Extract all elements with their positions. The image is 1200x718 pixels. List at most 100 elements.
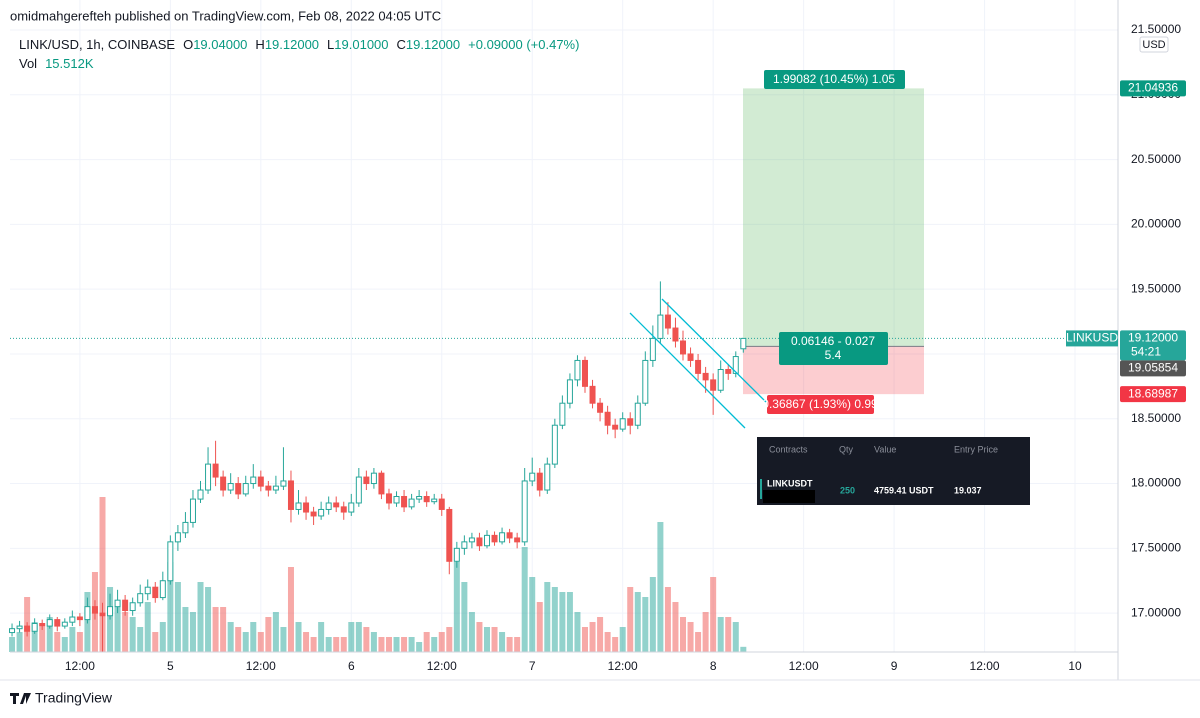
legend-label: C (397, 37, 406, 52)
table-cell: 19.037 (954, 485, 982, 495)
volume-bar (265, 617, 272, 652)
price-tag-box (1120, 386, 1186, 403)
volume-bar (597, 617, 604, 652)
candle-body (295, 502, 302, 510)
candle-body (212, 463, 219, 478)
candle-body (174, 532, 181, 543)
volume-bar (16, 632, 23, 652)
x-tick-label: 12:00 (246, 659, 276, 673)
volume-legend: Vol 15.512K (19, 56, 94, 71)
price-tag: 19.12000 (1128, 331, 1178, 345)
candle-body (393, 496, 400, 504)
volume-bar (167, 562, 174, 652)
table-header: Value (874, 444, 896, 454)
volume-bar (589, 622, 596, 652)
candle-body (318, 508, 325, 517)
candle-body (664, 314, 671, 329)
legend-label: O (183, 37, 193, 52)
volume-bar (189, 612, 196, 652)
price-tag-box (1120, 330, 1186, 361)
volume-bar (99, 497, 106, 652)
candle-body (483, 534, 490, 547)
legend-value: 19.04000 (193, 37, 247, 52)
candle-body (348, 502, 355, 513)
volume-bar (702, 612, 709, 652)
volume-bar (31, 622, 38, 652)
price-tag: 21.04936 (1128, 81, 1178, 95)
candle-body (702, 372, 709, 381)
x-tick-label: 6 (348, 659, 355, 673)
candle-body (310, 511, 317, 517)
candle-body (446, 508, 453, 562)
table-header: Qty (839, 444, 854, 454)
volume-bar (476, 622, 483, 652)
candle-body (438, 498, 445, 510)
currency-box (1139, 36, 1169, 53)
candle-body (333, 502, 340, 508)
channel-line (661, 298, 767, 403)
candle-body (725, 369, 732, 374)
candle-body (423, 496, 430, 503)
y-tick-label: 17.00000 (1131, 605, 1181, 619)
volume-bar (159, 622, 166, 652)
brand-logo (10, 693, 31, 704)
volume-bar (295, 622, 302, 652)
volume-bar (303, 632, 310, 652)
x-tick-label: 12:00 (427, 659, 457, 673)
volume-bar (122, 612, 129, 652)
candle-body (499, 532, 506, 543)
candle-body (46, 619, 53, 627)
volume-bar (227, 622, 234, 652)
candle-body (378, 472, 385, 495)
volume-bar (566, 592, 573, 652)
legend: LINK/USD, 1h, COINBASE O19.04000 H19.12000… (19, 37, 579, 52)
y-tick-label: 20.00000 (1131, 217, 1181, 231)
candle-body (687, 353, 694, 361)
volume-bar (499, 632, 506, 652)
volume-bar (137, 627, 144, 652)
candle-body (265, 485, 272, 491)
x-tick-label: 12:00 (608, 659, 638, 673)
volume-bar (506, 637, 513, 652)
volume-bar (732, 622, 739, 652)
x-tick-label: 8 (710, 659, 717, 673)
volume-bar (385, 637, 392, 652)
candle-body (114, 599, 121, 608)
volume-bar (325, 637, 332, 652)
volume-bar (619, 627, 626, 652)
candle-body (559, 402, 566, 426)
y-tick-label: 17.50000 (1131, 541, 1181, 555)
candle-body (566, 379, 573, 404)
volume-bar (551, 587, 558, 652)
candle-body (627, 418, 634, 426)
volume-bar (710, 577, 717, 652)
brand: TradingView (35, 690, 113, 706)
volume-bar (235, 627, 242, 652)
volume-bar (483, 627, 490, 652)
volume-bar (370, 632, 377, 652)
candle-body (431, 498, 438, 503)
volume-bar (695, 632, 702, 652)
volume-bar (423, 632, 430, 652)
volume-bar (416, 642, 423, 652)
candle-body (385, 493, 392, 504)
legend-label: H (255, 37, 264, 52)
candle-body (740, 337, 747, 350)
volume-bar (664, 587, 671, 652)
volume-bar (114, 607, 121, 652)
volume-bar (242, 632, 249, 652)
candle-body (710, 379, 717, 391)
x-tick-label: 12:00 (970, 659, 1000, 673)
table-cell: 4759.41 USDT (874, 485, 934, 495)
candle-body (506, 532, 513, 539)
candle-body (39, 622, 46, 627)
candle-body (69, 616, 76, 623)
volume-bar (272, 612, 279, 652)
target-label: 1.99082 (10.45%) 1.05 (773, 72, 895, 86)
candle-body (680, 340, 687, 355)
volume-bar (129, 617, 136, 652)
candle-body (416, 496, 423, 500)
volume-bar (717, 617, 724, 652)
